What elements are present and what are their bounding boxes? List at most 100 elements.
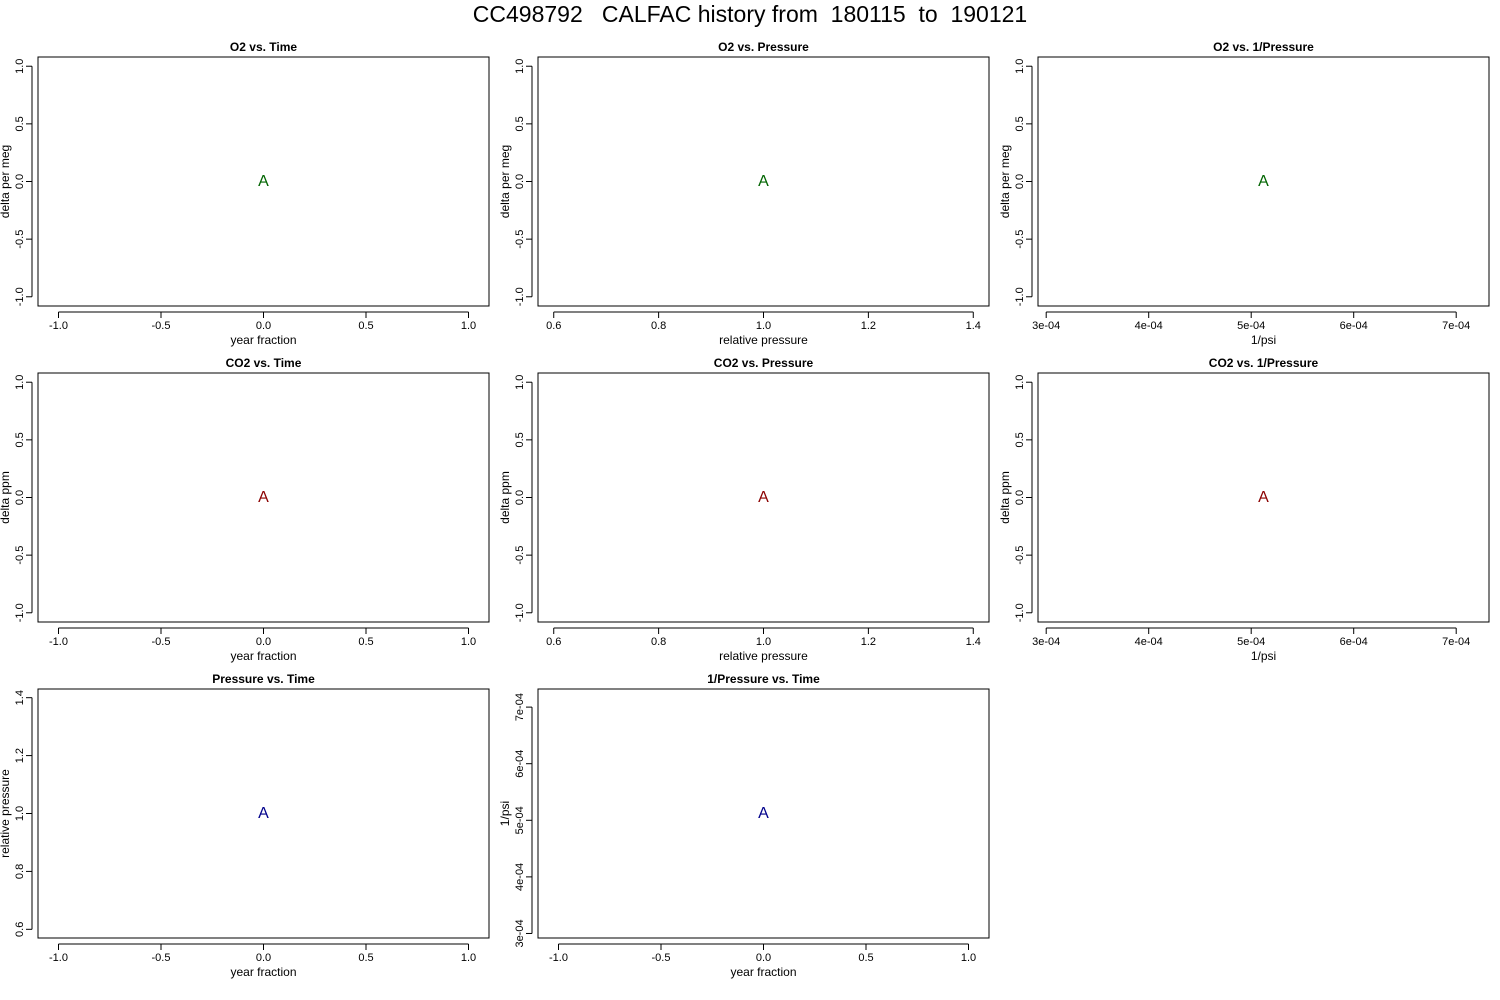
y-tick-label: 0.5: [14, 432, 26, 447]
y-tick-label: 0.5: [1014, 432, 1026, 447]
plot-frame: [37, 688, 490, 939]
y-axis-label: delta ppm: [0, 471, 12, 524]
y-tick-label: 1.0: [514, 59, 526, 74]
y-tick-label: 3e-04: [514, 919, 526, 947]
x-tick-label: 5e-04: [1237, 320, 1265, 332]
y-tick-label: -0.5: [1014, 230, 1026, 249]
y-tick-label: 1.0: [14, 59, 26, 74]
y-tick-label: -1.0: [1014, 287, 1026, 306]
plot-frame: [1037, 372, 1490, 623]
y-tick-label: 0.0: [514, 490, 526, 505]
x-tick-label: -0.5: [152, 636, 171, 648]
y-tick-label: 6e-04: [514, 750, 526, 778]
y-tick-label: -1.0: [14, 287, 26, 306]
y-tick-label: 0.5: [514, 116, 526, 131]
x-tick-label: 4e-04: [1135, 320, 1163, 332]
data-point-marker: A: [258, 173, 269, 190]
y-tick-label: -1.0: [1014, 603, 1026, 622]
data-point-marker: A: [758, 805, 769, 822]
y-tick-label: -0.5: [514, 230, 526, 249]
y-tick-label: 0.0: [1014, 490, 1026, 505]
x-tick-label: -1.0: [49, 320, 68, 332]
y-axis-label: relative pressure: [0, 769, 12, 858]
plot-frame: [537, 56, 990, 307]
y-tick-label: 0.5: [14, 116, 26, 131]
chart-panel: O2 vs. Pressure 0.6 0.8 1.0 1.2 1.4 relative p…: [498, 40, 990, 347]
x-tick-label: -1.0: [49, 952, 68, 964]
x-axis-label: year fraction: [230, 333, 296, 347]
x-tick-label: 1.4: [966, 636, 981, 648]
x-axis-label: 1/psi: [1251, 649, 1276, 663]
y-tick-label: 5e-04: [514, 806, 526, 834]
x-tick-label: 0.0: [256, 320, 271, 332]
y-axis-label: delta ppm: [998, 471, 1012, 524]
data-point-marker: A: [758, 173, 769, 190]
chart-panel: CO2 vs. Pressure 0.6 0.8 1.0 1.2 1.4 relative …: [498, 356, 990, 663]
chart-panel: O2 vs. 1/Pressure 3e-04 4e-04 5e-04 6e-04 7e-…: [998, 40, 1490, 347]
x-tick-label: 0.0: [256, 952, 271, 964]
y-tick-label: 0.8: [14, 864, 26, 879]
data-point-marker: A: [1258, 173, 1269, 190]
y-axis-label: delta ppm: [498, 471, 512, 524]
y-tick-label: 0.0: [1014, 174, 1026, 189]
chart-title: O2 vs. Time: [230, 40, 297, 54]
y-tick-label: 1.0: [14, 806, 26, 821]
y-tick-label: 0.0: [514, 174, 526, 189]
chart-title: CO2 vs. 1/Pressure: [1209, 356, 1319, 370]
y-tick-label: 1.4: [14, 690, 26, 705]
x-tick-label: 5e-04: [1237, 636, 1265, 648]
y-tick-label: 1.0: [1014, 375, 1026, 390]
y-tick-label: 1.0: [1014, 59, 1026, 74]
data-point-marker: A: [758, 489, 769, 506]
y-tick-label: -0.5: [14, 546, 26, 565]
plot-frame: [1037, 56, 1490, 307]
x-tick-label: 1.2: [861, 320, 876, 332]
x-tick-label: -0.5: [152, 320, 171, 332]
y-tick-label: -0.5: [14, 230, 26, 249]
x-tick-label: 0.5: [358, 320, 373, 332]
x-tick-label: -1.0: [49, 636, 68, 648]
x-tick-label: -1.0: [549, 952, 568, 964]
x-tick-label: -0.5: [152, 952, 171, 964]
y-tick-label: 0.0: [14, 174, 26, 189]
x-tick-label: 0.5: [358, 636, 373, 648]
chart-title: CO2 vs. Time: [226, 356, 302, 370]
y-tick-label: 0.5: [1014, 116, 1026, 131]
y-tick-label: 1.0: [14, 375, 26, 390]
data-point-marker: A: [258, 805, 269, 822]
x-tick-label: 6e-04: [1340, 636, 1368, 648]
y-tick-label: -0.5: [1014, 546, 1026, 565]
y-axis-label: delta per meg: [498, 145, 512, 218]
x-tick-label: 0.6: [546, 320, 561, 332]
x-tick-label: 7e-04: [1442, 320, 1470, 332]
x-tick-label: 4e-04: [1135, 636, 1163, 648]
x-tick-label: 0.8: [651, 636, 666, 648]
x-tick-label: 3e-04: [1032, 320, 1060, 332]
chart-panel: CO2 vs. Time -1.0 -0.5 0.0 0.5 1.0 year fracti…: [0, 356, 490, 663]
x-tick-label: 1.0: [461, 320, 476, 332]
y-tick-label: 1.0: [514, 375, 526, 390]
x-axis-label: year fraction: [230, 649, 296, 663]
x-tick-label: 3e-04: [1032, 636, 1060, 648]
x-tick-label: -0.5: [652, 952, 671, 964]
x-tick-label: 0.6: [546, 636, 561, 648]
x-tick-label: 1.4: [966, 320, 981, 332]
chart-title: Pressure vs. Time: [212, 672, 315, 686]
chart-panel: CO2 vs. 1/Pressure 3e-04 4e-04 5e-04 6e-04 7e…: [998, 356, 1490, 663]
x-tick-label: 0.8: [651, 320, 666, 332]
x-tick-label: 6e-04: [1340, 320, 1368, 332]
x-tick-label: 1.2: [861, 636, 876, 648]
x-tick-label: 1.0: [461, 636, 476, 648]
plot-frame: [37, 56, 490, 307]
x-tick-label: 1.0: [461, 952, 476, 964]
data-point-marker: A: [258, 489, 269, 506]
y-tick-label: 0.5: [514, 432, 526, 447]
y-axis-label: delta per meg: [998, 145, 1012, 218]
x-tick-label: 0.0: [756, 952, 771, 964]
y-axis-label: delta per meg: [0, 145, 12, 218]
chart-panel: 1/Pressure vs. Time -1.0 -0.5 0.0 0.5 1.0 year…: [498, 672, 990, 979]
chart-title: O2 vs. 1/Pressure: [1213, 40, 1314, 54]
chart-title: CO2 vs. Pressure: [714, 356, 814, 370]
x-tick-label: 1.0: [756, 320, 771, 332]
